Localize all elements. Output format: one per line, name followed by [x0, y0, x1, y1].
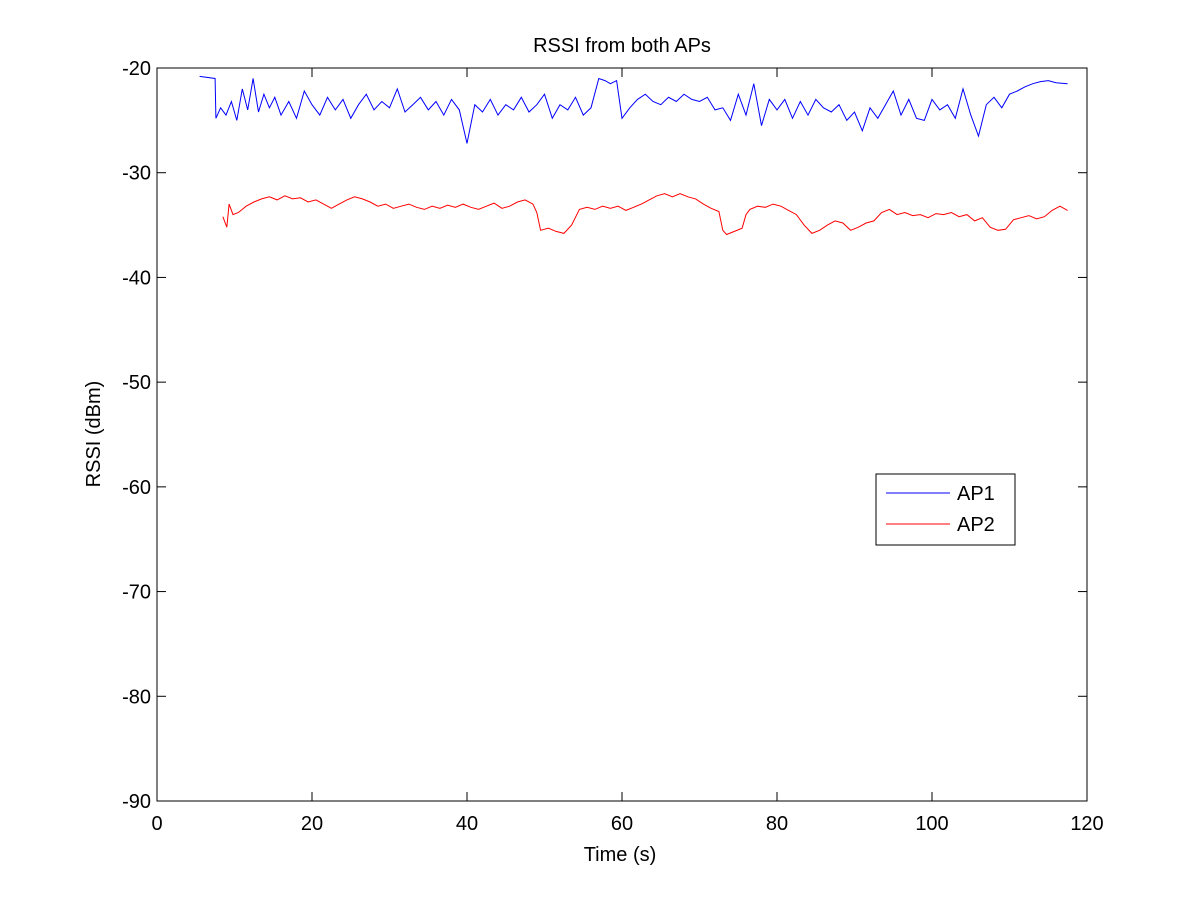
x-axis-title: Time (s)	[584, 844, 657, 866]
x-tick-label: 40	[456, 813, 478, 835]
legend-label-ap1: AP1	[957, 483, 995, 505]
y-tick-label: -60	[122, 477, 151, 499]
y-tick-label: -50	[122, 372, 151, 394]
y-tick-label: -20	[122, 58, 151, 80]
series-line-ap2	[222, 193, 1068, 236]
y-tick-label: -90	[122, 791, 151, 813]
y-axis-ticks: -90 -80 -70 -60 -50 -40 -30 -20	[122, 58, 1087, 813]
y-axis-title: RSSI (dBm)	[83, 381, 105, 488]
legend: AP1 AP2	[875, 473, 1016, 546]
y-tick-label: -30	[122, 163, 151, 185]
x-tick-label: 0	[151, 813, 162, 835]
plot-area	[157, 68, 1087, 801]
x-tick-label: 20	[301, 813, 323, 835]
y-tick-label: -40	[122, 267, 151, 289]
x-axis-ticks: 0 20 40 60 80 100 120	[151, 68, 1104, 835]
series-line-ap1	[199, 75, 1068, 144]
x-tick-label: 100	[915, 813, 948, 835]
legend-box	[875, 473, 1016, 546]
x-tick-label: 120	[1070, 813, 1103, 835]
x-tick-label: 80	[766, 813, 788, 835]
chart-title: RSSI from both APs	[533, 35, 711, 57]
y-tick-label: -70	[122, 582, 151, 604]
y-tick-label: -80	[122, 686, 151, 708]
series-layer	[199, 75, 1068, 236]
legend-label-ap2: AP2	[957, 514, 995, 536]
x-tick-label: 60	[611, 813, 633, 835]
